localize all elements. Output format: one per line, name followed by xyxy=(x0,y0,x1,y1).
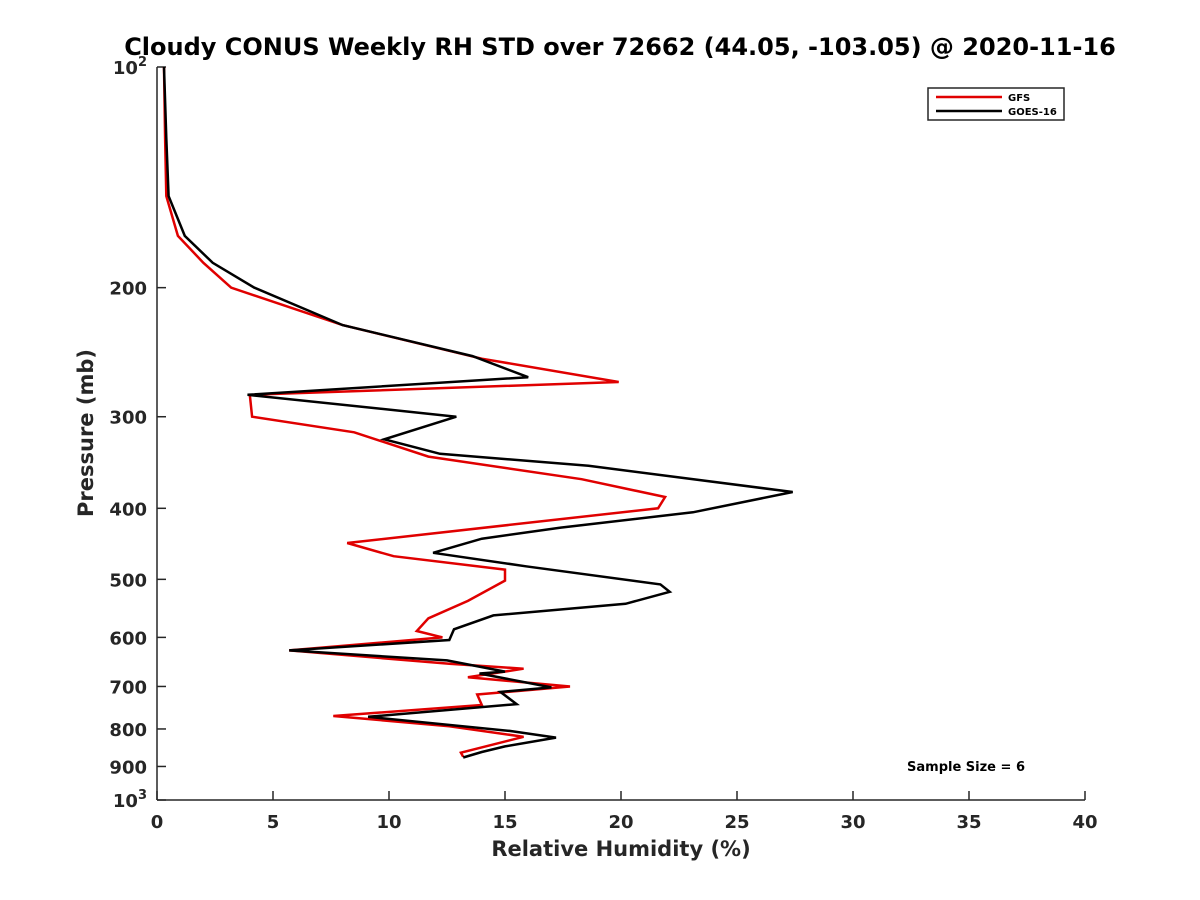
y-tick-label: 900 xyxy=(109,757,147,778)
y-tick-label: 103 xyxy=(113,788,147,812)
series-line-goes16 xyxy=(162,66,793,759)
x-tick-label: 30 xyxy=(840,812,865,833)
y-tick-label: 600 xyxy=(109,628,147,649)
x-axis-label: Relative Humidity (%) xyxy=(491,837,750,861)
series-line-gfs xyxy=(162,66,668,758)
y-tick-label: 400 xyxy=(109,499,147,520)
legend-label-goes16: GOES-16 xyxy=(1008,107,1057,118)
x-ticks: 0 5 10 15 20 25 30 35 40 xyxy=(151,791,1098,833)
y-axis-label: Pressure (mb) xyxy=(74,349,98,517)
y-tick-label: 500 xyxy=(109,570,147,591)
chart-title: Cloudy CONUS Weekly RH STD over 72662 (4… xyxy=(124,33,1116,61)
y-ticks: 102 200 300 400 500 600 700 800 900 103 xyxy=(109,55,166,812)
x-tick-label: 20 xyxy=(608,812,633,833)
x-tick-label: 0 xyxy=(151,812,164,833)
y-tick-label: 800 xyxy=(109,720,147,741)
y-tick-label: 300 xyxy=(109,408,147,429)
x-tick-label: 10 xyxy=(376,812,401,833)
plot-area: 0 5 10 15 20 25 30 35 40 102 200 300 400 500 600 700 80… xyxy=(109,55,1097,833)
legend-box xyxy=(927,87,1065,121)
series-layer xyxy=(162,66,793,759)
y-tick-label: 700 xyxy=(109,677,147,698)
sample-size-annotation: Sample Size = 6 xyxy=(907,760,1025,775)
x-tick-label: 15 xyxy=(492,812,517,833)
x-tick-label: 25 xyxy=(724,812,749,833)
legend: GFS GOES-16 xyxy=(927,87,1065,121)
x-tick-label: 5 xyxy=(267,812,280,833)
x-tick-label: 35 xyxy=(956,812,981,833)
legend-label-gfs: GFS xyxy=(1008,93,1030,104)
y-tick-label: 102 xyxy=(113,55,147,79)
y-tick-label: 200 xyxy=(109,279,147,300)
x-tick-label: 40 xyxy=(1072,812,1097,833)
